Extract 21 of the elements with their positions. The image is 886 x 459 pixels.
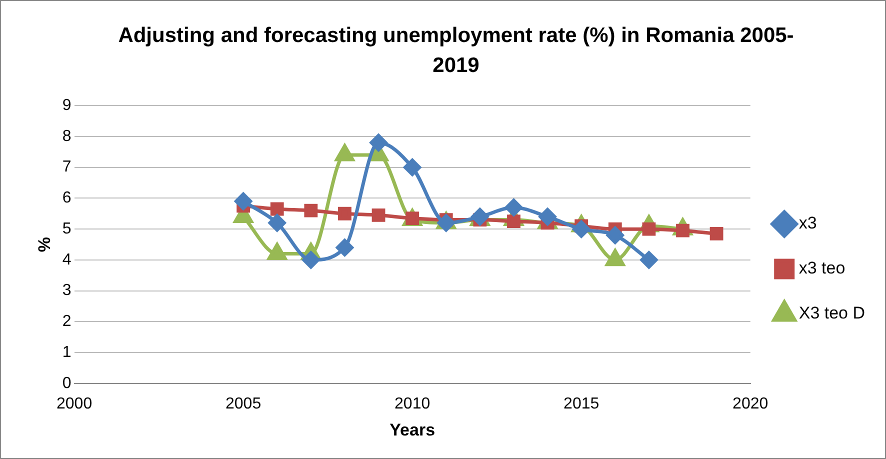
y-tick-label: 3 (62, 282, 72, 300)
y-tick-label: 7 (62, 158, 72, 176)
chart-title: Adjusting and forecasting unemployment rate (%) in Romania 2005-2019 (117, 23, 795, 79)
x-tick-label: 2010 (394, 395, 430, 412)
y-tick-label: 2 (62, 313, 72, 330)
legend-label: X3 teo D (798, 304, 866, 323)
x-tick-label: 2020 (732, 395, 768, 412)
y-tick-label: 8 (62, 128, 72, 145)
y-tick-label: 1 (62, 344, 72, 361)
x-tick-label: 2005 (226, 395, 262, 412)
y-tick-label: 6 (62, 190, 72, 207)
y-axis-title: % (34, 236, 54, 252)
y-tick-label: 0 (62, 374, 72, 392)
y-tick-label: 5 (62, 220, 72, 238)
y-tick-label: 4 (62, 251, 72, 268)
x-axis-title: Years (390, 420, 436, 440)
y-tick-label: 9 (62, 97, 72, 114)
x-tick-label: 2000 (56, 395, 92, 412)
x-tick-label: 2015 (564, 395, 600, 412)
legend-label: x3 (798, 214, 817, 233)
legend-label: x3 teo (798, 258, 846, 278)
